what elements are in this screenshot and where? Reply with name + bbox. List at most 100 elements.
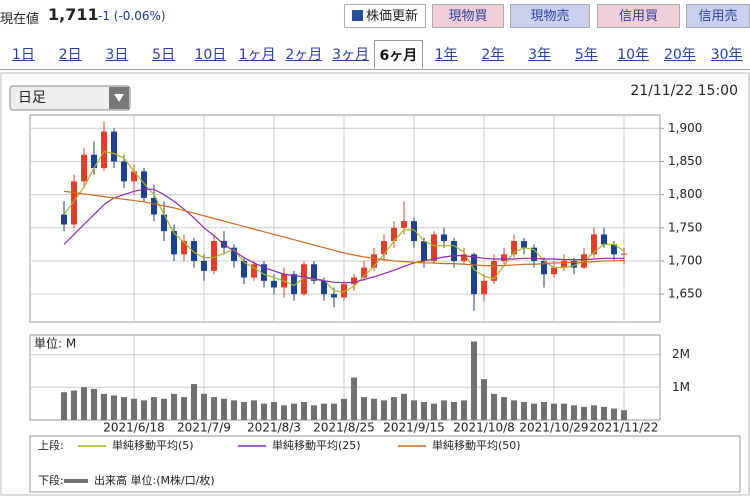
period-tab[interactable]: 2ヶ月 bbox=[285, 47, 323, 63]
x-tick-label: 2021/8/3 bbox=[247, 421, 301, 435]
volume-bar bbox=[441, 400, 447, 420]
volume-bar bbox=[571, 405, 577, 420]
volume-bar bbox=[351, 377, 357, 420]
volume-unit: 単位: M bbox=[34, 336, 76, 351]
period-tab[interactable]: 3日 bbox=[105, 47, 129, 63]
buy-button[interactable]: 現物買 bbox=[432, 4, 504, 28]
period-tab[interactable]: 6ヶ月 bbox=[374, 40, 423, 69]
candle-body bbox=[81, 154, 87, 182]
period-tab[interactable]: 10年 bbox=[617, 47, 650, 63]
volume-bar bbox=[151, 397, 157, 420]
candle-body bbox=[531, 247, 537, 261]
volume-bar bbox=[161, 398, 167, 420]
candle-body bbox=[431, 234, 437, 261]
volume-bar bbox=[281, 405, 287, 420]
candle-body bbox=[271, 280, 277, 288]
candle-body bbox=[231, 247, 237, 261]
x-tick-label: 2021/11/22 bbox=[589, 421, 658, 435]
volume-bar bbox=[221, 398, 227, 420]
candle-body bbox=[401, 221, 407, 228]
candle-body bbox=[421, 241, 427, 261]
y-tick-label: 1,750 bbox=[668, 220, 702, 234]
period-tab[interactable]: 2年 bbox=[481, 47, 505, 63]
candle-body bbox=[481, 280, 487, 295]
candle-body bbox=[371, 254, 377, 268]
period-tab[interactable]: 1ヶ月 bbox=[238, 47, 276, 63]
candle-body bbox=[261, 264, 267, 281]
legend-label: 単純移動平均(5) bbox=[112, 438, 194, 452]
period-tab[interactable]: 5日 bbox=[152, 47, 176, 63]
legend-label: 出来高 単位:(M株/口/枚) bbox=[94, 473, 215, 487]
volume-bar bbox=[171, 393, 177, 420]
sell-button[interactable]: 現物売 bbox=[510, 4, 590, 28]
volume-bar bbox=[261, 403, 267, 420]
volume-bar bbox=[341, 398, 347, 420]
volume-bar bbox=[131, 398, 137, 420]
period-tab[interactable]: 5年 bbox=[574, 47, 598, 63]
volume-bar bbox=[191, 384, 197, 420]
candle-body bbox=[161, 214, 167, 232]
arrow-icon bbox=[114, 94, 124, 102]
candle-body bbox=[541, 260, 547, 275]
candle-body bbox=[291, 274, 297, 295]
period-tab[interactable]: 10日 bbox=[194, 47, 227, 63]
period-tab[interactable]: 1日 bbox=[11, 47, 35, 63]
moving-average bbox=[63, 150, 625, 293]
legend bbox=[29, 435, 741, 493]
timestamp: 21/11/22 15:00 bbox=[630, 83, 738, 99]
refresh-button[interactable]: 株価更新 bbox=[344, 4, 426, 28]
volume-bar bbox=[331, 403, 337, 420]
volume-bar bbox=[401, 393, 407, 420]
price-label: 現在値 bbox=[0, 12, 40, 27]
candle-body bbox=[381, 241, 387, 255]
x-tick-label: 2021/6/18 bbox=[103, 421, 165, 435]
margin-sell-button[interactable]: 信用売 bbox=[686, 4, 750, 28]
candle-body bbox=[141, 171, 147, 198]
candle-body bbox=[471, 254, 477, 295]
dropdown-label: 日足 bbox=[18, 90, 46, 106]
period-tab[interactable]: 1年 bbox=[434, 47, 458, 63]
margin-buy-button[interactable]: 信用買 bbox=[597, 4, 680, 28]
legend-lower-label: 下段: bbox=[38, 473, 64, 487]
volume-bar bbox=[251, 400, 257, 420]
volume-bar bbox=[561, 403, 567, 420]
candle-body bbox=[321, 280, 327, 295]
volume-bar bbox=[101, 393, 107, 420]
x-tick-label: 2021/8/25 bbox=[313, 421, 375, 435]
candle-body bbox=[551, 267, 557, 275]
period-tab[interactable]: 20年 bbox=[663, 47, 696, 63]
volume-bar bbox=[621, 410, 627, 420]
volume-bar bbox=[91, 388, 97, 420]
x-tick-label: 2021/9/15 bbox=[383, 421, 445, 435]
period-tab[interactable]: 3ヶ月 bbox=[332, 47, 370, 63]
y-tick-label: 1,800 bbox=[668, 187, 702, 201]
change: -1 (-0.06%) bbox=[98, 9, 166, 23]
price-plot bbox=[29, 114, 661, 323]
period-tab[interactable]: 3年 bbox=[528, 47, 552, 63]
volume-tick-label: 2M bbox=[672, 347, 690, 361]
legend-label: 単純移動平均(25) bbox=[272, 438, 361, 452]
candle-body bbox=[491, 260, 497, 281]
candle-body bbox=[591, 234, 597, 255]
candle-body bbox=[191, 241, 197, 261]
period-tabs: 1日 2日 3日 5日 10日 1ヶ月 2ヶ月 3ヶ月 6ヶ月 1年 2年 3年 5年 10年 20年 30年 bbox=[0, 40, 750, 70]
candle-body bbox=[171, 231, 177, 255]
volume-bar bbox=[411, 400, 417, 420]
header: 現在値 1,711 -1 (-0.06%) 株価更新 現物買 現物売 信用買 信… bbox=[0, 0, 750, 34]
candle-body bbox=[611, 244, 617, 255]
candle-body bbox=[111, 131, 117, 162]
volume-bar bbox=[121, 397, 127, 420]
volume-bar bbox=[521, 402, 527, 420]
y-tick-label: 1,700 bbox=[668, 253, 702, 267]
volume-bar bbox=[231, 400, 237, 420]
volume-tick-label: 1M bbox=[672, 380, 690, 394]
period-tab[interactable]: 2日 bbox=[58, 47, 82, 63]
candle-body bbox=[571, 260, 577, 268]
dropdown[interactable] bbox=[9, 85, 131, 111]
volume-bar bbox=[511, 400, 517, 420]
candle-body bbox=[451, 241, 457, 261]
period-tab[interactable]: 30年 bbox=[710, 47, 743, 63]
candle-body bbox=[201, 260, 207, 271]
candle-body bbox=[351, 277, 357, 285]
